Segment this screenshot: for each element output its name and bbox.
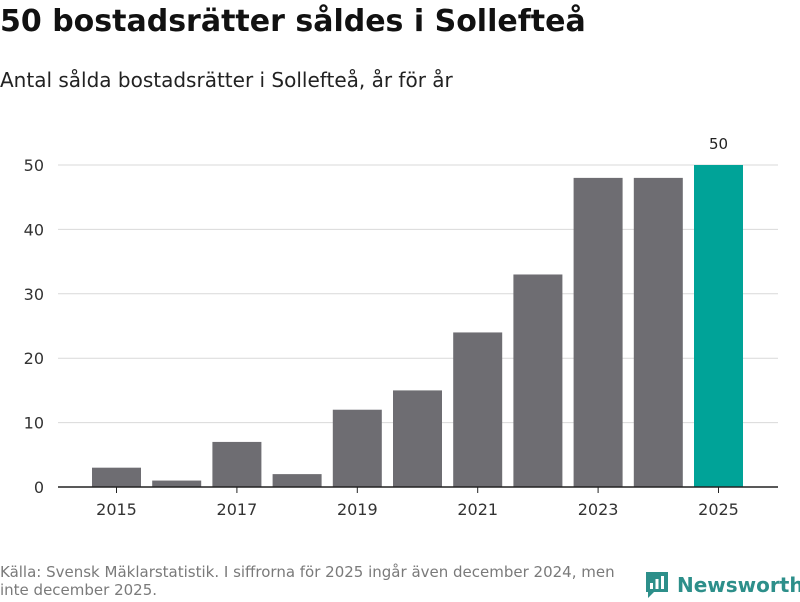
chart-title: 50 bostadsrätter såldes i Sollefteå	[0, 4, 586, 39]
bar-2019	[332, 409, 382, 487]
bars	[92, 165, 743, 487]
x-tick-label: 2021	[457, 500, 498, 519]
x-tick-label: 2017	[217, 500, 258, 519]
x-tick-label: 2019	[337, 500, 378, 519]
bar-2021	[453, 332, 503, 487]
y-tick-label: 40	[24, 220, 44, 239]
bar-chart: 0 10 20 30 40 50 2015 2017 2019 2021 2023 2025 50	[24, 135, 778, 519]
x-tick-label: 2015	[96, 500, 137, 519]
bar-2022	[513, 274, 563, 487]
bar-2024	[633, 177, 683, 487]
brand-name: Newsworthy	[677, 573, 800, 597]
newsworthy-logo: Newsworthy	[644, 568, 800, 602]
chart-subtitle: Antal sålda bostadsrätter i Sollefteå, å…	[0, 68, 453, 92]
bar-2025	[694, 165, 743, 487]
x-tick-label: 2023	[578, 500, 619, 519]
labels: 0 10 20 30 40 50 2015 2017 2019 2021 2023 2025 50	[24, 135, 739, 519]
bar-2023	[573, 177, 623, 487]
y-tick-label: 10	[24, 414, 44, 433]
newsworthy-bar-icon	[646, 572, 668, 598]
bar-2020	[393, 390, 442, 487]
y-tick-label: 30	[24, 285, 44, 304]
y-tick-label: 0	[34, 478, 44, 497]
bar-2015	[92, 467, 141, 487]
bar-2016	[152, 480, 202, 487]
bar-2018	[272, 474, 322, 487]
data-label-highlight: 50	[709, 135, 728, 153]
axes	[58, 486, 778, 493]
source-note: Källa: Svensk Mäklarstatistik. I siffror…	[0, 563, 615, 599]
x-tick-label: 2025	[698, 500, 739, 519]
y-tick-label: 20	[24, 349, 44, 368]
y-tick-label: 50	[24, 156, 44, 175]
bar-2017	[212, 441, 262, 487]
